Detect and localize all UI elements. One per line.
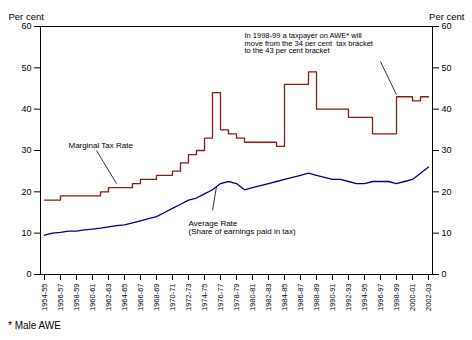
svg-text:10: 10	[21, 228, 31, 238]
svg-text:Marginal Tax Rate: Marginal Tax Rate	[69, 141, 134, 150]
html-text:* Male AWE: * Male AWE	[8, 320, 61, 331]
svg-text:1996-97: 1996-97	[376, 284, 385, 312]
svg-text:1954-55: 1954-55	[40, 284, 49, 312]
svg-text:20: 20	[21, 187, 31, 197]
svg-text:1972-73: 1972-73	[184, 284, 193, 312]
svg-text:40: 40	[442, 104, 452, 114]
svg-text:1964-65: 1964-65	[120, 284, 129, 312]
svg-text:1968-69: 1968-69	[152, 284, 161, 312]
svg-text:60: 60	[442, 21, 452, 31]
svg-text:1990-91: 1990-91	[328, 284, 337, 312]
svg-text:1974-75: 1974-75	[200, 284, 209, 312]
svg-text:60: 60	[21, 21, 31, 31]
svg-text:50: 50	[21, 63, 31, 73]
svg-text:Per cent: Per cent	[429, 11, 465, 22]
svg-text:1980-81: 1980-81	[248, 284, 257, 312]
svg-text:40: 40	[21, 104, 31, 114]
svg-text:1960-61: 1960-61	[88, 284, 97, 312]
svg-text:1994-95: 1994-95	[360, 284, 369, 312]
svg-text:1958-59: 1958-59	[72, 284, 81, 312]
svg-text:Per cent: Per cent	[9, 11, 45, 22]
svg-text:0: 0	[26, 269, 31, 279]
svg-text:2002-03: 2002-03	[424, 284, 433, 312]
svg-text:1978-79: 1978-79	[232, 284, 241, 312]
svg-text:1986-87: 1986-87	[296, 284, 305, 312]
svg-text:In 1998-99 a taxpayer on AWE*: In 1998-99 a taxpayer on AWE* willmove f…	[245, 31, 374, 55]
svg-text:1988-89: 1988-89	[312, 284, 321, 312]
svg-text:1998-99: 1998-99	[392, 284, 401, 312]
svg-text:30: 30	[21, 145, 31, 155]
svg-text:1982-83: 1982-83	[264, 284, 273, 312]
svg-text:1962-63: 1962-63	[104, 284, 113, 312]
svg-text:1984-85: 1984-85	[280, 284, 289, 312]
svg-text:1992-93: 1992-93	[344, 284, 353, 312]
svg-text:50: 50	[442, 63, 452, 73]
svg-text:1970-71: 1970-71	[168, 284, 177, 312]
svg-text:0: 0	[442, 269, 447, 279]
svg-text:1976-77: 1976-77	[216, 284, 225, 312]
svg-text:1956-57: 1956-57	[56, 284, 65, 312]
svg-text:2000-01: 2000-01	[408, 284, 417, 312]
svg-text:30: 30	[442, 145, 452, 155]
svg-text:10: 10	[442, 228, 452, 238]
svg-text:20: 20	[442, 187, 452, 197]
svg-text:Average Rate(Share of earnings: Average Rate(Share of earnings paid in t…	[189, 219, 297, 236]
svg-text:1966-67: 1966-67	[136, 284, 145, 312]
